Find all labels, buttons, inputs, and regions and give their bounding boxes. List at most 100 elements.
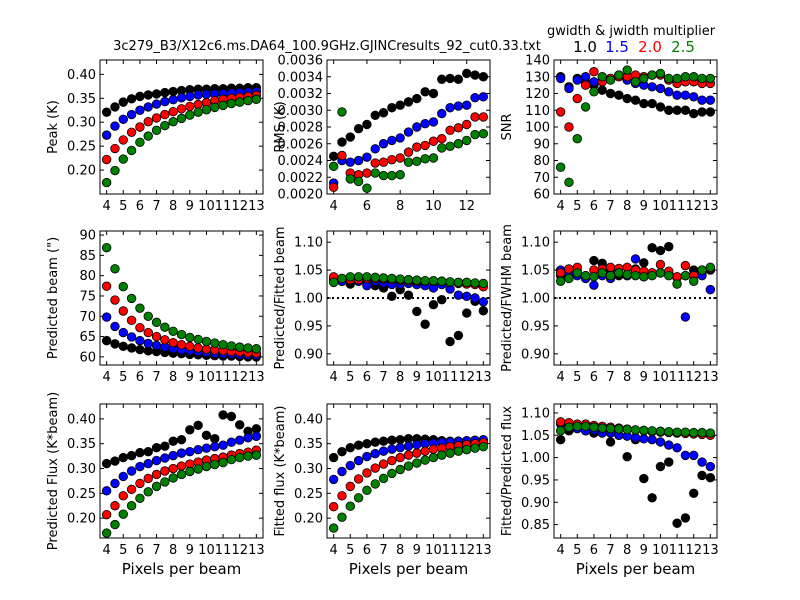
y-tick-label: 0.95 xyxy=(521,319,550,334)
data-point-s2 xyxy=(353,155,364,166)
data-point-s1 xyxy=(647,98,657,109)
x-tick-label: 12 xyxy=(231,543,248,558)
x-tick-label: 10 xyxy=(198,543,215,558)
data-point-s3 xyxy=(555,268,566,278)
x-tick-label: 10 xyxy=(652,370,669,385)
y-tick-label: 0.0020 xyxy=(278,188,324,203)
data-point-s2 xyxy=(697,457,707,467)
x-tick-label: 9 xyxy=(186,543,194,558)
data-point-s4 xyxy=(353,176,364,187)
data-point-s4 xyxy=(201,336,212,347)
data-point-s2 xyxy=(689,92,699,102)
x-tick-label: 13 xyxy=(475,370,492,385)
data-point-s4 xyxy=(453,139,464,149)
x-tick-label: 7 xyxy=(152,543,160,558)
legend-entry-3: 2.0 xyxy=(638,38,662,56)
data-point-s2 xyxy=(672,443,682,453)
data-point-s2 xyxy=(647,435,657,445)
data-point-s1 xyxy=(118,452,128,463)
data-point-s2 xyxy=(143,458,153,469)
data-point-s2 xyxy=(378,139,389,149)
data-point-s2 xyxy=(110,121,120,131)
data-point-s3 xyxy=(564,122,574,132)
x-tick-label: 7 xyxy=(152,370,160,385)
data-point-s2 xyxy=(101,486,112,496)
data-point-s4 xyxy=(420,275,430,286)
data-point-s4 xyxy=(387,468,397,479)
x-tick-label: 6 xyxy=(590,543,598,558)
data-point-s1 xyxy=(462,68,472,79)
plot-area xyxy=(99,59,264,195)
x-tick-label: 5 xyxy=(573,199,581,214)
data-point-s4 xyxy=(226,341,237,351)
panel-1: 4 5 6 7 8 9 10 11 12 13 0.20 0.25 0.30 0.35 0.40 Peak (… xyxy=(46,59,265,214)
data-point-s2 xyxy=(387,135,397,146)
data-point-s3 xyxy=(328,182,339,193)
x-tick-label: 13 xyxy=(248,370,265,385)
data-point-s4 xyxy=(243,451,253,461)
y-axis-label: Fitted/Predicted flux xyxy=(500,406,515,537)
data-point-s3 xyxy=(370,158,380,168)
x-tick-label: 9 xyxy=(186,199,194,214)
x-tick-label: 7 xyxy=(379,543,387,558)
data-point-s2 xyxy=(135,461,145,472)
y-tick-label: 0.0024 xyxy=(278,154,324,169)
data-point-s4 xyxy=(118,154,128,164)
data-point-s2 xyxy=(462,291,472,302)
data-point-s1 xyxy=(337,446,347,457)
data-point-s2 xyxy=(243,433,253,443)
data-point-s4 xyxy=(630,270,641,281)
x-tick-label: 11 xyxy=(669,370,686,385)
data-point-s4 xyxy=(622,65,632,75)
data-point-s3 xyxy=(185,341,195,352)
data-point-s2 xyxy=(168,95,178,105)
data-point-s4 xyxy=(647,270,657,281)
x-tick-label: 11 xyxy=(215,199,232,214)
points xyxy=(555,417,716,528)
data-point-s4 xyxy=(143,131,153,141)
data-point-s4 xyxy=(705,428,716,438)
x-tick-label: 7 xyxy=(606,543,614,558)
y-tick-label: 60 xyxy=(79,350,96,365)
y-tick-label: 0.90 xyxy=(521,496,550,511)
data-point-s1 xyxy=(235,420,245,430)
data-point-s4 xyxy=(143,487,153,497)
x-tick-label: 4 xyxy=(103,370,111,385)
data-point-s2 xyxy=(437,108,447,119)
data-point-s4 xyxy=(251,344,262,354)
data-point-s4 xyxy=(672,427,682,437)
data-point-s1 xyxy=(639,258,649,268)
data-point-s1 xyxy=(597,85,607,95)
x-tick-label: 10 xyxy=(652,543,669,558)
data-point-s3 xyxy=(143,473,153,484)
data-point-s3 xyxy=(176,461,187,471)
data-point-s4 xyxy=(201,461,212,472)
y-tick-label: 0.25 xyxy=(67,140,96,155)
data-point-s2 xyxy=(226,437,237,447)
data-point-s4 xyxy=(655,426,666,436)
x-tick-label: 9 xyxy=(413,370,421,385)
y-tick-label: 0.85 xyxy=(521,518,550,533)
x-tick-label: 12 xyxy=(685,543,702,558)
y-tick-label: 0.30 xyxy=(67,462,96,477)
data-point-s3 xyxy=(101,509,112,520)
data-point-s4 xyxy=(605,423,616,434)
data-point-s4 xyxy=(689,427,699,438)
data-point-s4 xyxy=(412,156,422,167)
data-point-s1 xyxy=(614,90,624,100)
data-point-s3 xyxy=(478,112,489,122)
data-point-s1 xyxy=(655,102,666,112)
y-axis-label: SNR xyxy=(500,113,515,140)
data-point-s4 xyxy=(555,426,566,436)
data-point-s2 xyxy=(412,439,422,450)
data-point-s4 xyxy=(664,426,674,437)
data-point-s1 xyxy=(101,335,112,346)
data-point-s1 xyxy=(345,132,355,142)
y-tick-label: 1.05 xyxy=(294,264,323,279)
x-axis-label: Pixels per beam xyxy=(122,560,242,578)
data-point-s3 xyxy=(110,295,120,305)
data-point-s3 xyxy=(337,491,347,501)
data-point-s1 xyxy=(445,336,455,347)
data-point-s1 xyxy=(647,493,657,503)
data-point-s1 xyxy=(126,450,137,461)
